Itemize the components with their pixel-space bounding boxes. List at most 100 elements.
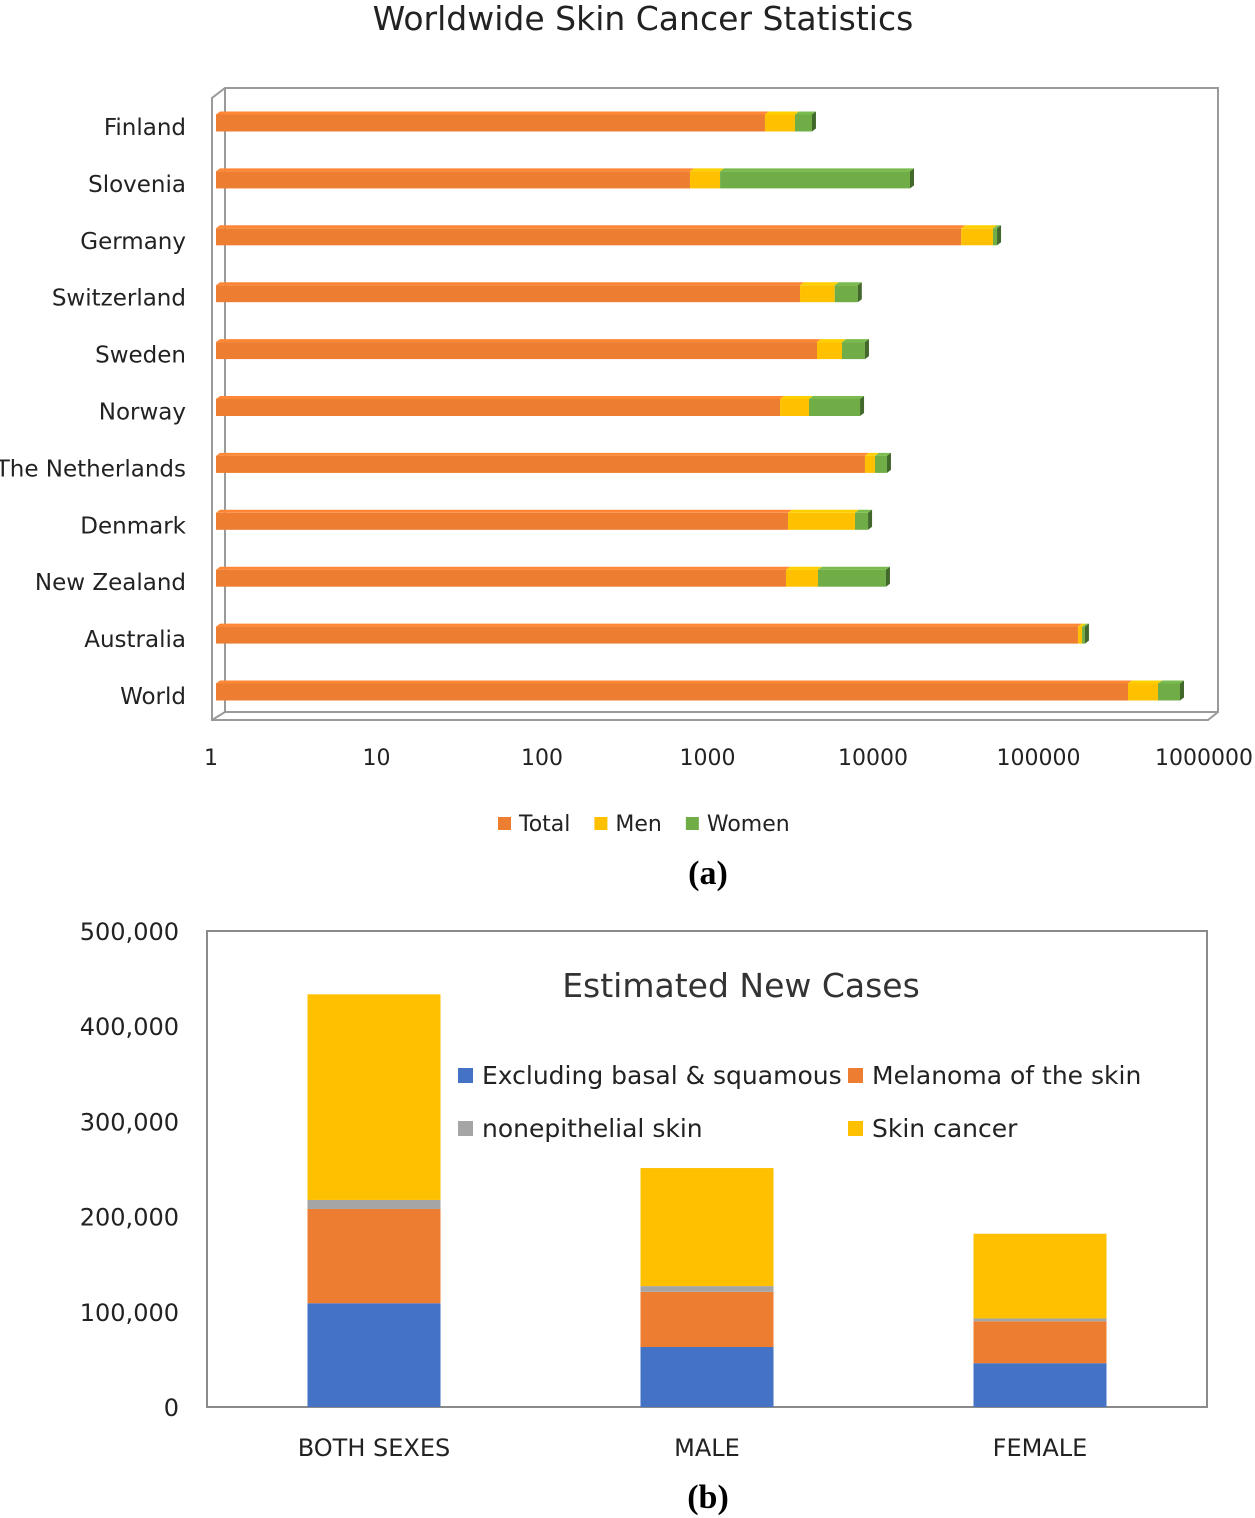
category-label: Sweden (95, 343, 186, 369)
bar-segment-top-men (764, 111, 799, 115)
category-label: World (120, 684, 186, 710)
bar-segment (307, 1208, 441, 1304)
x-tick-label: 1000000 (1155, 746, 1253, 771)
bar-segment-top-women (992, 225, 1002, 229)
bar-segment-top-women (809, 396, 865, 399)
chart-a-title: Worldwide Skin Cancer Statistics (373, 0, 914, 38)
category-label: Slovenia (88, 172, 186, 198)
bar-segment-top-total (216, 680, 1132, 684)
bar-segment-top-women (1158, 680, 1185, 684)
bar-segment-top-men (689, 168, 725, 172)
bar-end-side (860, 396, 865, 416)
category-label: Denmark (80, 513, 186, 539)
category-label: Finland (104, 115, 186, 141)
x-tick-label: 100 (521, 746, 563, 771)
bar-segment-top-women (854, 509, 873, 513)
bar-segment (640, 1168, 774, 1287)
category-label: BOTH SEXES (298, 1434, 451, 1462)
bar-segment (640, 1347, 774, 1407)
bar-segment-total (216, 569, 786, 587)
bar-segment-women (818, 569, 886, 587)
bar-segment-men (1077, 626, 1083, 644)
bar-segment-top-women (818, 566, 890, 570)
bar-segment-top-total (216, 396, 785, 399)
bar-segment-top-total (216, 282, 805, 286)
y-tick-label: 500,000 (80, 918, 179, 946)
bar-segment-top-women (794, 111, 816, 115)
bar-segment-women (809, 399, 861, 416)
bar-segment-women (720, 171, 911, 189)
category-label: New Zealand (35, 570, 186, 596)
legend-swatch-women (685, 817, 699, 830)
chart-b-title: Estimated New Cases (562, 966, 920, 1005)
bar-segment (973, 1233, 1107, 1319)
bar-segment-women (874, 455, 887, 473)
bar-segment-women (841, 342, 865, 360)
y-tick-label: 200,000 (80, 1204, 179, 1232)
bar-end-side (857, 282, 862, 303)
bar-end-side (1180, 680, 1185, 701)
bar-segment-top-men (780, 396, 814, 399)
bar-end-side (811, 111, 816, 132)
bar-segment-women (1158, 683, 1181, 701)
bar-segment-total (216, 114, 765, 132)
bar-segment-top-total (216, 111, 769, 115)
bar-segment-total (216, 171, 690, 189)
category-label: The Netherlands (0, 456, 186, 482)
bar-end-side (997, 225, 1002, 246)
legend-label-women: Women (707, 812, 790, 837)
legend-label: nonepithelial skin (482, 1114, 703, 1143)
bar-segment (307, 1199, 441, 1209)
legend-swatch-men (594, 817, 608, 830)
y-tick-label: 100,000 (80, 1299, 179, 1327)
bar-segment-top-total (216, 623, 1082, 627)
bar-segment-total (216, 683, 1128, 701)
legend-swatch-total (498, 817, 511, 830)
bar-segment-top-women (720, 168, 915, 172)
bar-segment-total (216, 399, 781, 416)
x-tick-label: 100000 (997, 746, 1081, 771)
bar-segment-top-women (834, 282, 862, 286)
bar-segment-top-men (961, 225, 997, 229)
bar-end-side (864, 339, 869, 360)
chart-b: Estimated New Cases 0 100,000 200,000 300,0… (80, 918, 1208, 1516)
bar-segment-top-men (817, 339, 846, 343)
bar-segment-top-men (788, 509, 859, 513)
bar-segment-women (794, 114, 812, 132)
category-label: FEMALE (993, 1434, 1088, 1462)
category-label: MALE (674, 1434, 740, 1462)
bar-segment-top-men (1127, 680, 1163, 684)
bar-segment (973, 1363, 1107, 1407)
bar-segment-top-women (841, 339, 869, 343)
bar-segment-men (780, 399, 810, 416)
legend-label-men: Men (615, 812, 661, 837)
legend-label: Excluding basal & squamous (482, 1061, 842, 1090)
bar-segment-women (834, 285, 858, 303)
bar-segment (640, 1291, 774, 1348)
bar-segment-men (1127, 683, 1159, 701)
legend-label: Skin cancer (872, 1114, 1018, 1143)
x-tick-label: 1 (204, 746, 218, 771)
bar-segment-total (216, 285, 801, 303)
bar-segment (640, 1286, 774, 1292)
chart-a: Worldwide Skin Cancer Statistics Finland… (0, 0, 1253, 892)
bar-segment-top-total (216, 452, 869, 456)
bar-segment-men (800, 285, 835, 303)
panel-label-a: (a) (688, 855, 728, 892)
bar-segment-men (785, 569, 819, 587)
bar-segment (973, 1318, 1107, 1322)
bar-end-side (886, 452, 891, 473)
category-label: Germany (80, 229, 186, 255)
bar-segment-men (864, 455, 875, 473)
bar-segment-women (1082, 626, 1085, 644)
bar-segment-top-men (864, 452, 879, 456)
legend-label-total: Total (518, 812, 570, 837)
legend-swatch (848, 1068, 863, 1083)
bar-segment-total (216, 228, 962, 246)
bar-segment-top-total (216, 509, 793, 513)
bar-segment-top-total (216, 339, 822, 343)
bar-segment-top-men (800, 282, 839, 286)
legend-label: Melanoma of the skin (872, 1061, 1141, 1090)
bar-segment-men (788, 512, 855, 530)
bar-end-side (868, 509, 873, 530)
